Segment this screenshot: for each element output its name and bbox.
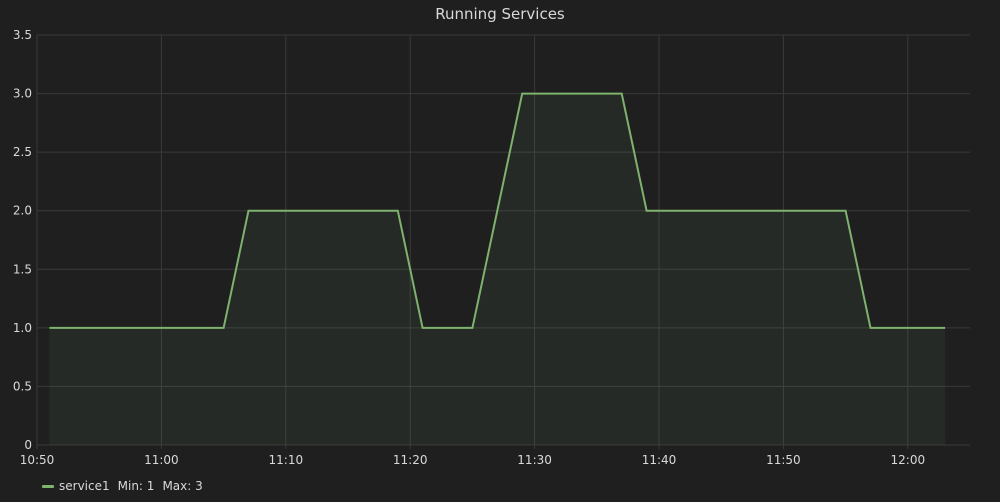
legend: service1 Min: 1 Max: 3: [42, 477, 211, 495]
x-tick-label: 11:20: [393, 453, 428, 467]
series-area-service1: [49, 93, 946, 445]
legend-max-label: Max:: [162, 479, 192, 493]
x-tick-label: 10:50: [20, 453, 55, 467]
y-tick-label: 1.0: [13, 321, 32, 335]
legend-min-value: 1: [146, 479, 155, 493]
series-area: [49, 93, 946, 445]
legend-max: Max: 3: [162, 479, 202, 493]
grid-lines: [36, 34, 970, 449]
x-tick-label: 11:30: [517, 453, 552, 467]
y-axis-ticks: 0 0.5 1.0 1.5 2.0 2.5 3.0 3.5: [13, 28, 32, 452]
legend-swatch-service1[interactable]: [42, 484, 54, 488]
x-tick-label: 11:00: [144, 453, 179, 467]
panel-title: Running Services: [435, 5, 565, 23]
x-tick-label: 12:00: [891, 453, 926, 467]
x-axis-ticks: 10:50 11:00 11:10 11:20 11:30 11:40 11:50 12:00: [20, 453, 925, 467]
x-tick-label: 11:50: [766, 453, 801, 467]
legend-min-label: Min:: [117, 479, 143, 493]
y-tick-label: 3.5: [13, 28, 32, 42]
series-line-service1[interactable]: [49, 92, 946, 329]
series-line-group: [49, 92, 946, 329]
x-tick-label: 11:40: [642, 453, 677, 467]
y-tick-label: 1.5: [13, 262, 32, 276]
x-tick-label: 11:10: [269, 453, 304, 467]
y-tick-label: 0.5: [13, 379, 32, 393]
legend-max-value: 3: [195, 479, 203, 493]
legend-min: Min: 1: [118, 479, 155, 493]
y-tick-label: 2.0: [13, 204, 32, 218]
y-tick-label: 0: [24, 438, 32, 452]
y-tick-label: 3.0: [13, 87, 32, 101]
y-tick-label: 2.5: [13, 145, 32, 159]
legend-series-name[interactable]: service1: [59, 479, 110, 493]
